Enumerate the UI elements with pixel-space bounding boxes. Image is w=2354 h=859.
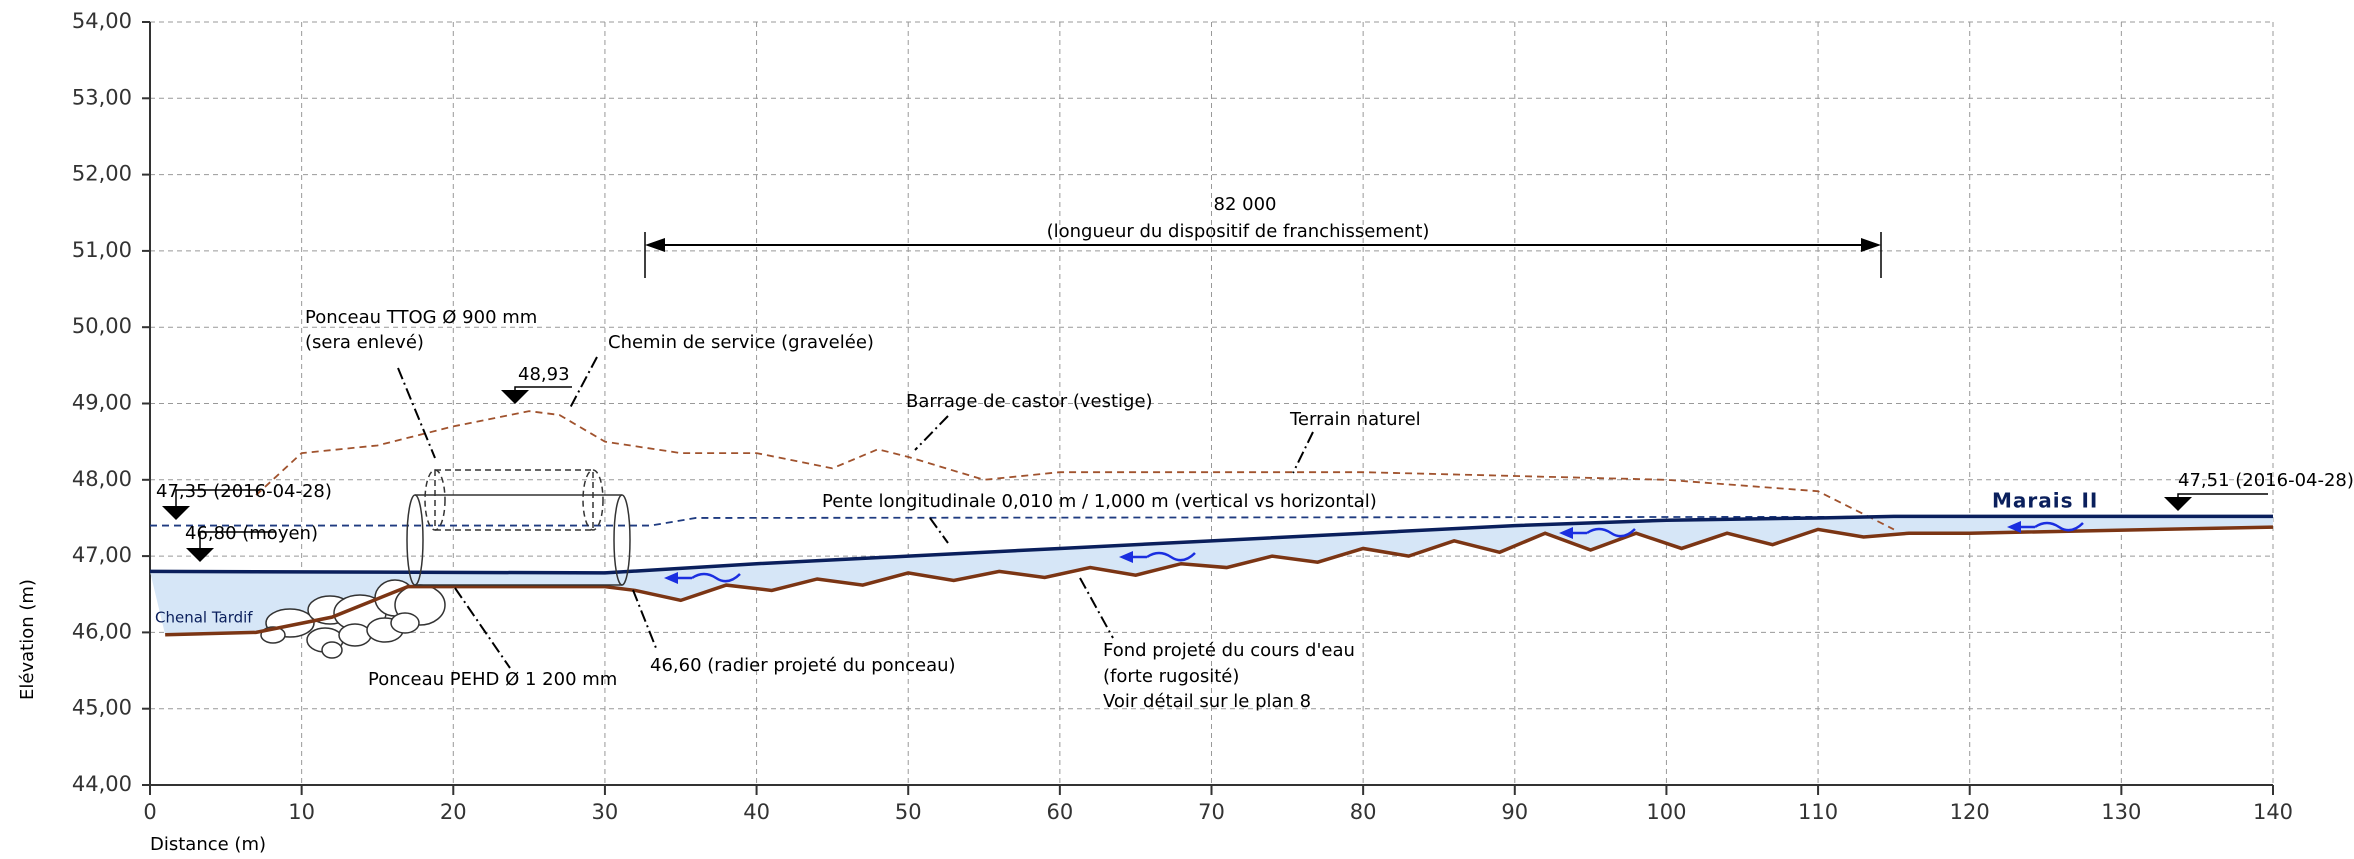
annotation: (forte rugosité) (1103, 666, 1239, 687)
y-tick-label: 48,00 (72, 467, 132, 491)
chart: Distance (m) Elévation (m) 44,00 45,00 46,… (0, 0, 2354, 859)
annotation: 46,60 (radier projeté du ponceau) (650, 655, 956, 676)
y-tick-label: 52,00 (72, 162, 132, 186)
y-tick-label: 49,00 (72, 391, 132, 415)
x-tick-label: 120 (1950, 800, 1990, 824)
annotation: Ponceau PEHD Ø 1 200 mm (368, 669, 617, 690)
annotation: (longueur du dispositif de franchissemen… (1047, 221, 1430, 242)
annotation: Fond projeté du cours d'eau (1103, 640, 1355, 661)
y-tick-label: 51,00 (72, 238, 132, 262)
annotation: Voir détail sur le plan 8 (1103, 691, 1311, 712)
x-tick-label: 110 (1798, 800, 1838, 824)
annotation: 48,93 (518, 364, 570, 385)
rock (339, 624, 371, 646)
x-tick-label: 140 (2253, 800, 2293, 824)
background (0, 0, 2354, 859)
x-tick-label: 130 (2101, 800, 2141, 824)
y-tick-label: 46,00 (72, 619, 132, 643)
x-tick-label: 40 (743, 800, 770, 824)
annotation: Barrage de castor (vestige) (906, 391, 1153, 412)
x-tick-label: 70 (1198, 800, 1225, 824)
x-tick-label: 10 (288, 800, 315, 824)
y-tick-label: 45,00 (72, 696, 132, 720)
x-tick-label: 0 (143, 800, 156, 824)
y-tick-label: 54,00 (72, 9, 132, 33)
x-axis-label: Distance (m) (150, 834, 266, 855)
x-tick-label: 50 (895, 800, 922, 824)
annotation: Chenal Tardif (155, 609, 253, 627)
x-tick-label: 100 (1646, 800, 1686, 824)
y-tick-label: 47,00 (72, 543, 132, 567)
x-tick-label: 90 (1501, 800, 1528, 824)
rock (391, 613, 419, 633)
x-tick-label: 20 (440, 800, 467, 824)
annotation: 46,80 (moyen) (185, 523, 318, 544)
x-tick-label: 30 (592, 800, 619, 824)
rock (322, 642, 342, 658)
annotation: Terrain naturel (1289, 409, 1421, 430)
x-tick-label: 60 (1046, 800, 1073, 824)
annotation: Marais II (1992, 489, 2098, 513)
y-tick-label: 50,00 (72, 314, 132, 338)
annotation: 82 000 (1214, 194, 1277, 215)
x-tick-label: 80 (1350, 800, 1377, 824)
y-tick-label: 53,00 (72, 85, 132, 109)
y-tick-label: 44,00 (72, 772, 132, 796)
annotation: Chemin de service (gravelée) (608, 332, 874, 353)
annotation: Ponceau TTOG Ø 900 mm (305, 307, 537, 328)
y-axis-label: Elévation (m) (17, 579, 38, 700)
annotation: Pente longitudinale 0,010 m / 1,000 m (v… (822, 491, 1377, 512)
annotation: 47,35 (2016-04-28) (156, 481, 332, 502)
annotation: 47,51 (2016-04-28) (2178, 470, 2354, 491)
annotation: (sera enlevé) (305, 332, 424, 353)
